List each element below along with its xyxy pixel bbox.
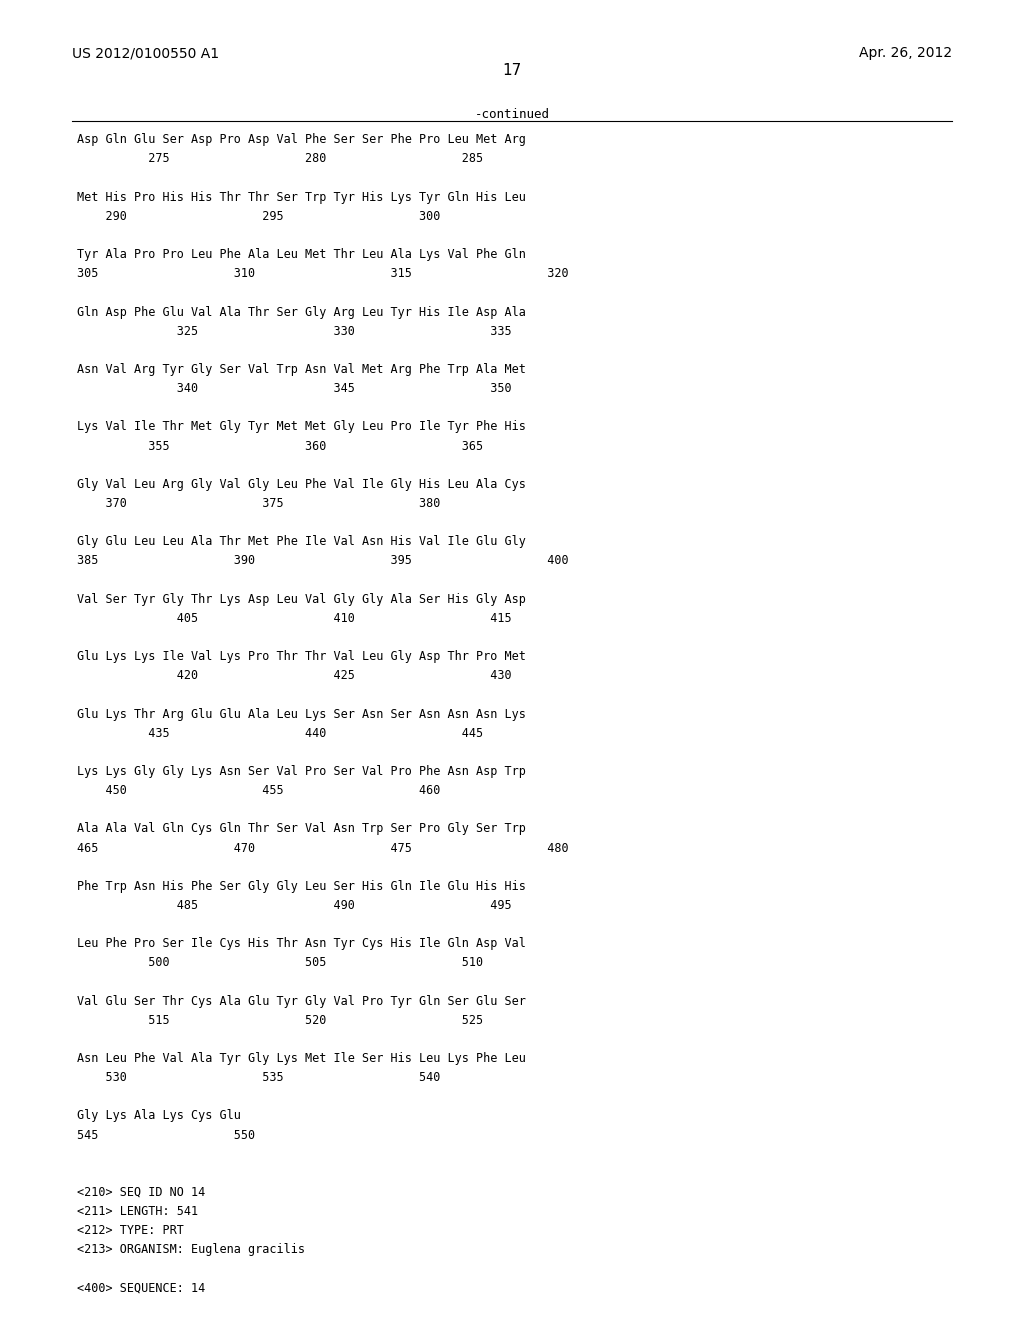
Text: 465                   470                   475                   480: 465 470 475 480 (77, 842, 568, 854)
Text: <212> TYPE: PRT: <212> TYPE: PRT (77, 1225, 183, 1237)
Text: Glu Lys Lys Ile Val Lys Pro Thr Thr Val Leu Gly Asp Thr Pro Met: Glu Lys Lys Ile Val Lys Pro Thr Thr Val … (77, 649, 525, 663)
Text: Gln Asp Phe Glu Val Ala Thr Ser Gly Arg Leu Tyr His Ile Asp Ala: Gln Asp Phe Glu Val Ala Thr Ser Gly Arg … (77, 306, 525, 318)
Text: Asp Gln Glu Ser Asp Pro Asp Val Phe Ser Ser Phe Pro Leu Met Arg: Asp Gln Glu Ser Asp Pro Asp Val Phe Ser … (77, 133, 525, 147)
Text: Met His Pro His His Thr Thr Ser Trp Tyr His Lys Tyr Gln His Leu: Met His Pro His His Thr Thr Ser Trp Tyr … (77, 190, 525, 203)
Text: 420                   425                   430: 420 425 430 (77, 669, 511, 682)
Text: 17: 17 (503, 63, 521, 78)
Text: Asn Leu Phe Val Ala Tyr Gly Lys Met Ile Ser His Leu Lys Phe Leu: Asn Leu Phe Val Ala Tyr Gly Lys Met Ile … (77, 1052, 525, 1065)
Text: Leu Phe Pro Ser Ile Cys His Thr Asn Tyr Cys His Ile Gln Asp Val: Leu Phe Pro Ser Ile Cys His Thr Asn Tyr … (77, 937, 525, 950)
Text: Lys Val Ile Thr Met Gly Tyr Met Met Gly Leu Pro Ile Tyr Phe His: Lys Val Ile Thr Met Gly Tyr Met Met Gly … (77, 420, 525, 433)
Text: US 2012/0100550 A1: US 2012/0100550 A1 (72, 46, 219, 61)
Text: Gly Val Leu Arg Gly Val Gly Leu Phe Val Ile Gly His Leu Ala Cys: Gly Val Leu Arg Gly Val Gly Leu Phe Val … (77, 478, 525, 491)
Text: -continued: -continued (474, 108, 550, 121)
Text: Tyr Ala Pro Pro Leu Phe Ala Leu Met Thr Leu Ala Lys Val Phe Gln: Tyr Ala Pro Pro Leu Phe Ala Leu Met Thr … (77, 248, 525, 261)
Text: Val Glu Ser Thr Cys Ala Glu Tyr Gly Val Pro Tyr Gln Ser Glu Ser: Val Glu Ser Thr Cys Ala Glu Tyr Gly Val … (77, 995, 525, 1007)
Text: <210> SEQ ID NO 14: <210> SEQ ID NO 14 (77, 1185, 205, 1199)
Text: Apr. 26, 2012: Apr. 26, 2012 (859, 46, 952, 61)
Text: 385                   390                   395                   400: 385 390 395 400 (77, 554, 568, 568)
Text: 355                   360                   365: 355 360 365 (77, 440, 483, 453)
Text: <213> ORGANISM: Euglena gracilis: <213> ORGANISM: Euglena gracilis (77, 1243, 305, 1257)
Text: Lys Lys Gly Gly Lys Asn Ser Val Pro Ser Val Pro Phe Asn Asp Trp: Lys Lys Gly Gly Lys Asn Ser Val Pro Ser … (77, 766, 525, 777)
Text: 340                   345                   350: 340 345 350 (77, 383, 511, 395)
Text: Gly Glu Leu Leu Ala Thr Met Phe Ile Val Asn His Val Ile Glu Gly: Gly Glu Leu Leu Ala Thr Met Phe Ile Val … (77, 536, 525, 548)
Text: 485                   490                   495: 485 490 495 (77, 899, 511, 912)
Text: 450                   455                   460: 450 455 460 (77, 784, 440, 797)
Text: 290                   295                   300: 290 295 300 (77, 210, 440, 223)
Text: 435                   440                   445: 435 440 445 (77, 726, 483, 739)
Text: 305                   310                   315                   320: 305 310 315 320 (77, 267, 568, 280)
Text: Phe Trp Asn His Phe Ser Gly Gly Leu Ser His Gln Ile Glu His His: Phe Trp Asn His Phe Ser Gly Gly Leu Ser … (77, 879, 525, 892)
Text: <400> SEQUENCE: 14: <400> SEQUENCE: 14 (77, 1282, 205, 1295)
Text: Ala Ala Val Gln Cys Gln Thr Ser Val Asn Trp Ser Pro Gly Ser Trp: Ala Ala Val Gln Cys Gln Thr Ser Val Asn … (77, 822, 525, 836)
Text: 325                   330                   335: 325 330 335 (77, 325, 511, 338)
Text: 275                   280                   285: 275 280 285 (77, 152, 483, 165)
Text: 370                   375                   380: 370 375 380 (77, 498, 440, 510)
Text: <211> LENGTH: 541: <211> LENGTH: 541 (77, 1205, 198, 1218)
Text: Val Ser Tyr Gly Thr Lys Asp Leu Val Gly Gly Ala Ser His Gly Asp: Val Ser Tyr Gly Thr Lys Asp Leu Val Gly … (77, 593, 525, 606)
Text: 515                   520                   525: 515 520 525 (77, 1014, 483, 1027)
Text: 500                   505                   510: 500 505 510 (77, 956, 483, 969)
Text: 545                   550: 545 550 (77, 1129, 255, 1142)
Text: Gly Lys Ala Lys Cys Glu: Gly Lys Ala Lys Cys Glu (77, 1109, 241, 1122)
Text: Glu Lys Thr Arg Glu Glu Ala Leu Lys Ser Asn Ser Asn Asn Asn Lys: Glu Lys Thr Arg Glu Glu Ala Leu Lys Ser … (77, 708, 525, 721)
Text: 405                   410                   415: 405 410 415 (77, 612, 511, 624)
Text: Asn Val Arg Tyr Gly Ser Val Trp Asn Val Met Arg Phe Trp Ala Met: Asn Val Arg Tyr Gly Ser Val Trp Asn Val … (77, 363, 525, 376)
Text: 530                   535                   540: 530 535 540 (77, 1072, 440, 1084)
